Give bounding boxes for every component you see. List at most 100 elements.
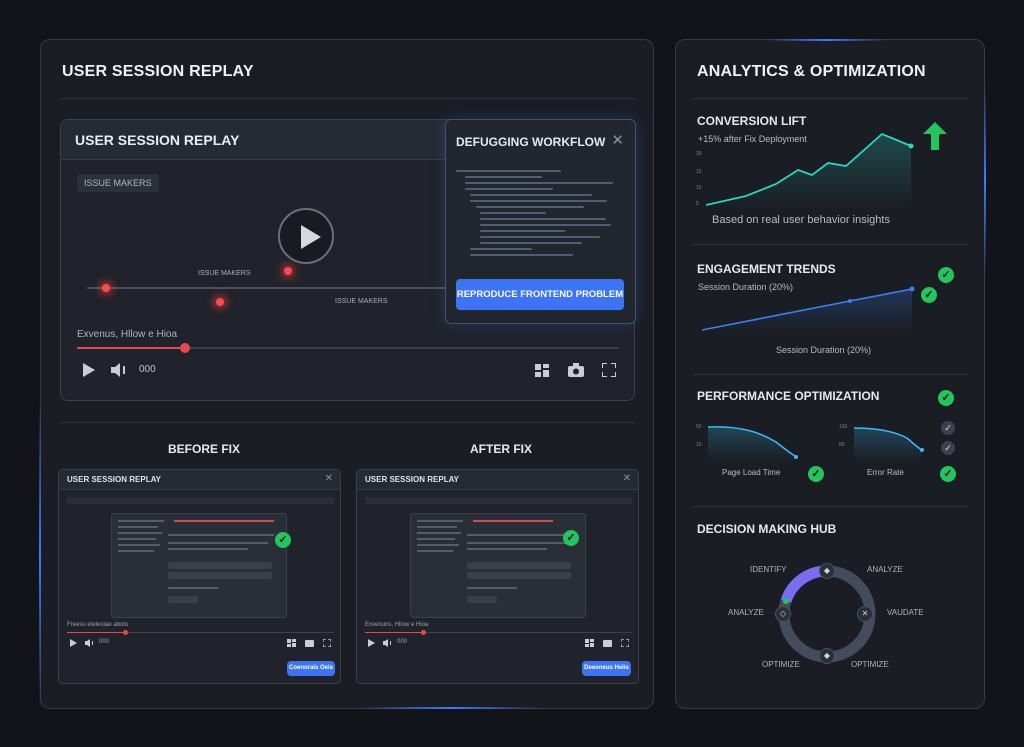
check-icon: ✓ <box>941 421 955 435</box>
check-icon: ✓ <box>941 441 955 455</box>
after-action-button[interactable]: Deeoneus Helis <box>582 661 631 676</box>
bug-icon[interactable] <box>284 267 292 275</box>
play-icon[interactable] <box>70 639 77 647</box>
code-line <box>469 194 592 196</box>
page-load-label: Page Load Time <box>722 468 781 477</box>
code-line <box>479 218 606 220</box>
code-line <box>479 236 600 238</box>
y-tick: 15 <box>696 442 702 448</box>
fullscreen-icon[interactable] <box>323 639 331 647</box>
before-fix-heading: BEFORE FIX <box>168 442 241 456</box>
fullscreen-icon[interactable] <box>602 363 616 377</box>
code-line <box>456 170 562 172</box>
code-line <box>469 200 608 202</box>
mini-title: USER SESSION REPLAY <box>365 475 459 484</box>
check-icon: ✓ <box>938 267 954 283</box>
reproduce-problem-button[interactable]: REPRODUCE FRONTEND PROBLEM <box>456 279 624 310</box>
play-icon[interactable] <box>368 639 375 647</box>
replay-title: USER SESSION REPLAY <box>75 132 240 148</box>
y-tick: 30 <box>696 151 702 157</box>
mini-title: USER SESSION REPLAY <box>67 475 161 484</box>
error-rate-chart <box>853 427 924 462</box>
engagement-subtitle: Session Duration (20%) <box>698 282 794 292</box>
cycle-label-validate: VAUDATE <box>887 608 924 617</box>
camera-icon[interactable] <box>305 639 314 647</box>
check-icon: ✓ <box>921 287 937 303</box>
before-action-button[interactable]: Coenorais Oeis <box>287 661 335 676</box>
mini-caption: Exvenuns, Hllow e Hioa <box>365 622 429 628</box>
replay-caption: Exvenus, Hllow e Hioa <box>77 329 178 340</box>
screen-icon[interactable] <box>287 639 296 647</box>
validate-node-icon[interactable]: ✕ <box>857 606 873 622</box>
issue-markers-badge[interactable]: ISSUE MAKERS <box>77 174 159 192</box>
mini-caption: Freesu etelestae abolo <box>67 622 129 628</box>
close-icon[interactable]: ✕ <box>324 473 333 484</box>
code-line <box>479 212 546 214</box>
volume-icon[interactable] <box>85 639 94 647</box>
after-fix-heading: AFTER FIX <box>470 442 532 456</box>
engagement-footer: Session Duration (20%) <box>776 345 872 355</box>
camera-icon[interactable] <box>603 639 612 647</box>
engagement-chart <box>701 286 915 333</box>
y-tick: 80 <box>839 442 845 448</box>
identify-node-icon[interactable]: ◆ <box>819 563 835 579</box>
arrow-up-icon <box>923 122 947 150</box>
check-icon: ✓ <box>275 532 291 548</box>
session-replay-panel: USER SESSION REPLAY USER SESSION REPLAY … <box>39 39 654 710</box>
conversion-footer: Based on real user behavior insights <box>712 214 890 226</box>
code-line <box>464 176 543 178</box>
y-tick: 50 <box>696 424 702 430</box>
close-icon[interactable]: ✕ <box>622 473 631 484</box>
time-display: 000 <box>397 639 408 645</box>
scrubber-track[interactable] <box>77 343 619 353</box>
code-line <box>476 206 585 208</box>
code-line <box>464 182 614 184</box>
screen-icon[interactable] <box>585 639 594 647</box>
marker-label: ISSUE MAKERS <box>335 298 388 305</box>
engagement-title: ENGAGEMENT TRENDS <box>697 262 836 276</box>
camera-icon[interactable] <box>568 363 584 377</box>
cycle-label-optimize: OPTIMIZE <box>762 660 800 669</box>
play-icon <box>301 225 321 249</box>
play-icon[interactable] <box>83 363 95 377</box>
fullscreen-icon[interactable] <box>621 639 629 647</box>
cycle-label-identify: IDENTIFY <box>750 565 787 574</box>
optimize-node-icon[interactable]: ◆ <box>819 648 835 664</box>
marker-label: ISSUE MAKERS <box>198 270 251 277</box>
y-tick: 5 <box>696 201 699 207</box>
cycle-label-analyze: ANALYZE <box>867 565 903 574</box>
time-display: 000 <box>99 639 110 645</box>
conversion-chart <box>706 132 914 208</box>
scrubber-progress <box>77 347 186 349</box>
y-tick: 15 <box>696 169 702 175</box>
cycle-label-analyze: ANALYZE <box>728 608 764 617</box>
before-fix-replay: USER SESSION REPLAY ✕ ✓ Freesu etelestae… <box>58 469 341 684</box>
panel-title: ANALYTICS & OPTIMIZATION <box>697 63 926 80</box>
issue-timeline <box>87 287 449 289</box>
y-tick: 100 <box>839 424 848 430</box>
conversion-subtitle: +15% after Fix Deployment <box>698 134 807 144</box>
check-icon: ✓ <box>938 390 954 406</box>
scrubber-handle[interactable] <box>180 343 191 353</box>
code-line <box>479 230 565 232</box>
time-display: 000 <box>139 364 156 375</box>
panel-title: USER SESSION REPLAY <box>62 63 254 80</box>
volume-icon[interactable] <box>111 363 127 377</box>
check-icon: ✓ <box>940 466 956 482</box>
after-fix-replay: USER SESSION REPLAY ✕ ✓ Exvenuns, Hllow … <box>356 469 639 684</box>
check-icon: ✓ <box>808 466 824 482</box>
debug-title: DEFUGGING WORKFLOW <box>456 135 606 149</box>
analyze-node-icon[interactable]: ◇ <box>775 606 791 622</box>
decision-title: DECISION MAKING HUB <box>697 522 837 536</box>
code-line <box>479 224 612 226</box>
volume-icon[interactable] <box>383 639 392 647</box>
play-overlay-button[interactable] <box>278 208 334 264</box>
debugging-workflow-popup: DEFUGGING WORKFLOW ✕ REPRODUCE FRONTEND … <box>445 119 636 324</box>
conversion-title: CONVERSION LIFT <box>697 114 807 128</box>
close-icon[interactable]: ✕ <box>611 132 624 149</box>
bug-icon[interactable] <box>102 284 110 292</box>
code-line <box>464 188 554 190</box>
screen-icon[interactable] <box>535 364 549 377</box>
bug-icon[interactable] <box>216 298 224 306</box>
analytics-panel: ANALYTICS & OPTIMIZATION CONVERSION LIFT… <box>675 39 986 709</box>
